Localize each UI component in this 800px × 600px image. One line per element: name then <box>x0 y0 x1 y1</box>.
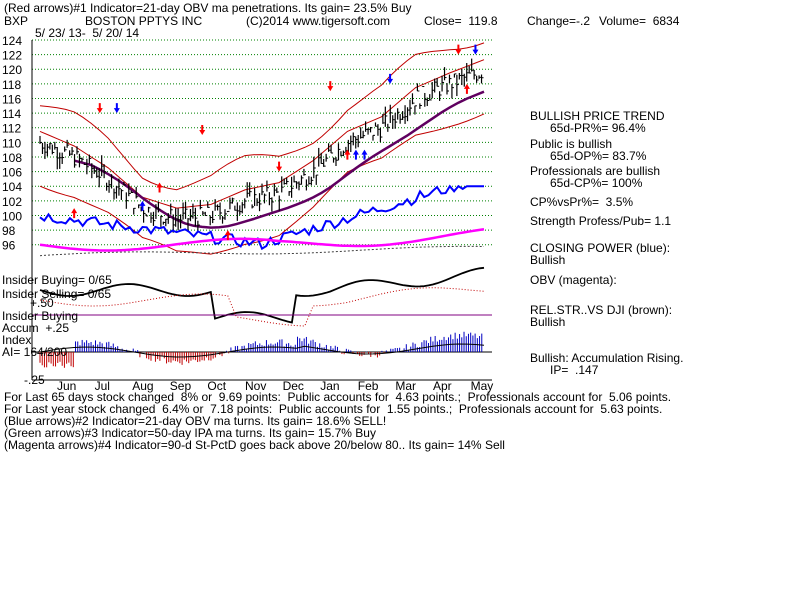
y-tick-label: 102 <box>2 195 22 209</box>
date-range: 5/ 23/ 13- 5/ 20/ 14 <box>35 26 140 40</box>
obv-label: OBV (magenta): <box>530 273 617 287</box>
signal-arrow <box>352 149 359 160</box>
signal-arrow <box>387 73 394 84</box>
y-tick-label: 112 <box>2 122 21 136</box>
footer-line4: (Green arrows)#3 Indicator=50-day IPA ma… <box>4 426 376 440</box>
y-tick-label: 124 <box>2 34 22 48</box>
index-label: Index <box>2 333 32 347</box>
relstr-state: Bullish <box>530 315 566 329</box>
accum-state: Bullish: Accumulation Rising. <box>530 351 684 365</box>
x-tick-label: Jun <box>57 379 76 393</box>
cpvspr: CP%vsPr%= 3.5% <box>530 195 634 209</box>
closing-power-line <box>39 184 484 251</box>
x-tick-label: Oct <box>207 379 226 393</box>
signal-arrow <box>156 182 163 193</box>
ip-value: IP= .147 <box>550 363 599 377</box>
ticker: BXP <box>4 14 29 28</box>
insider-selling: Insider Selling= 0/65 <box>2 287 112 301</box>
strength: Strength Profess/Pub= 1.1 <box>530 214 672 228</box>
change-value: Change=-.2 <box>527 14 591 28</box>
y-tick-label: 104 <box>2 180 22 194</box>
x-tick-label: Dec <box>283 379 304 393</box>
signal-arrow <box>361 149 368 160</box>
y-tick-label: 116 <box>2 92 21 106</box>
copyright: (C)2014 www.tigersoft.com <box>246 14 391 28</box>
y-tick-label: 108 <box>2 151 22 165</box>
plus50-label: +.50 <box>30 296 54 310</box>
y-tick-label: 96 <box>2 239 16 253</box>
insider-line <box>39 266 485 324</box>
pr-value: 65d-PR%= 96.4% <box>550 121 646 135</box>
x-tick-label: Feb <box>358 379 379 393</box>
y-tick-label: 110 <box>2 136 21 150</box>
x-tick-label: Jul <box>95 379 110 393</box>
closing-power-label: CLOSING POWER (blue): <box>530 241 671 255</box>
y-tick-label: 114 <box>2 107 21 121</box>
footer-line5: (Magenta arrows)#4 Indicator=90-d St-Pct… <box>4 438 505 452</box>
footer-line3: (Blue arrows)#2 Indicator=21-day OBV ma … <box>4 414 387 428</box>
insider-buying: Insider Buying= 0/65 <box>2 273 112 287</box>
closing-power-state: Bullish <box>530 253 566 267</box>
op-value: 65d-OP%= 83.7% <box>550 149 647 163</box>
footer-line2: For Last year stock changed 6.4% or 7.18… <box>4 402 663 416</box>
x-tick-label: May <box>471 379 494 393</box>
y-tick-label: 100 <box>2 209 22 223</box>
trend-title: BULLISH PRICE TREND <box>530 109 665 123</box>
accum-ma-line <box>39 343 485 358</box>
accum-label: Accum +.25 <box>2 321 70 335</box>
signal-arrow <box>327 81 334 92</box>
y-tick-label: 98 <box>2 224 16 238</box>
footer-line1: For Last 65 days stock changed 8% or 9.6… <box>4 390 672 404</box>
obv-line <box>39 228 485 252</box>
relstr-label: REL.STR..VS DJI (brown): <box>530 303 673 317</box>
x-tick-label: Sep <box>170 379 192 393</box>
signal-arrow <box>463 83 470 94</box>
indicator1-text: (Red arrows)#1 Indicator=21-day OBV ma p… <box>4 1 412 15</box>
prof-title: Professionals are bullish <box>530 164 661 178</box>
y-tick-label: 122 <box>2 49 22 63</box>
minus25-label: -.25 <box>24 373 45 387</box>
signal-arrow <box>224 230 231 241</box>
x-tick-label: Nov <box>245 379 266 393</box>
lower-band <box>39 113 485 255</box>
company-name: BOSTON PPTYS INC <box>85 14 203 28</box>
y-tick-label: 120 <box>2 63 22 77</box>
signal-arrow <box>113 103 120 114</box>
y-tick-label: 106 <box>2 166 22 180</box>
signal-arrow <box>472 44 479 55</box>
x-tick-label: Jan <box>320 379 339 393</box>
signal-arrow <box>71 208 78 219</box>
close-value: Close= 119.8 <box>424 14 498 28</box>
x-tick-label: Apr <box>433 379 452 393</box>
signal-arrow <box>96 103 103 114</box>
signal-arrow <box>276 161 283 172</box>
x-tick-label: Aug <box>132 379 153 393</box>
upper-band <box>39 42 485 191</box>
insider-buying2: Insider Buying <box>2 309 79 323</box>
volume-value: Volume= 6834 <box>599 14 680 28</box>
x-tick-label: Mar <box>395 379 416 393</box>
ai-label: AI= 164/200 <box>2 345 68 359</box>
signal-arrow <box>199 125 206 136</box>
signal-arrow <box>139 200 146 211</box>
insider-ma-line <box>39 287 485 327</box>
cp-value: 65d-CP%= 100% <box>550 176 643 190</box>
signal-arrow <box>344 149 351 160</box>
y-tick-label: 118 <box>2 78 21 92</box>
signal-arrow <box>455 44 462 55</box>
public-title: Public is bullish <box>530 137 613 151</box>
